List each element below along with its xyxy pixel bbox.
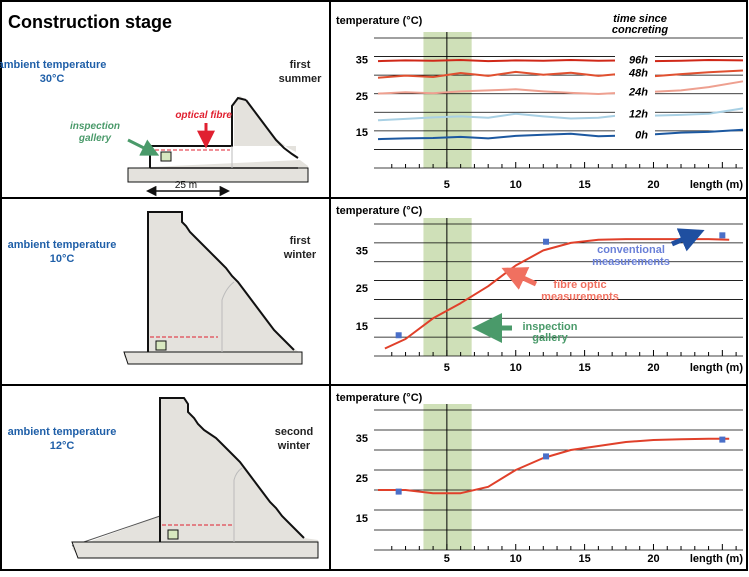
ambient-temperature-value-3: 12°C: [50, 440, 75, 452]
conventional-point: [719, 232, 726, 239]
fibre-optic-label-2: measurements: [541, 291, 619, 303]
chart-1-x-tick-label: 10: [510, 179, 522, 191]
season-label-2a: first: [290, 235, 311, 247]
season-label-1b: summer: [279, 73, 323, 85]
optical-fibre-label: optical fibre: [175, 110, 232, 121]
season-label-3a: second: [275, 426, 314, 438]
conventional-point: [719, 436, 726, 443]
season-label-1a: first: [290, 59, 311, 71]
conventional-point: [395, 488, 402, 495]
chart-1-y-tick-label: 35: [356, 55, 368, 67]
series-label-24h: 24h: [628, 87, 648, 99]
chart-1-xlabel: length (m): [690, 179, 743, 191]
chart-1-x-tick-label: 5: [444, 179, 450, 191]
series-label-12h: 12h: [629, 109, 648, 121]
chart-2-series-line: [384, 238, 730, 350]
inspection-gallery-label-2b: gallery: [532, 332, 568, 344]
conventional-label-1: conventional: [597, 244, 665, 256]
chart-3-ylabel: temperature (°C): [336, 392, 423, 404]
dam-cross-section-3: [71, 397, 319, 559]
dam-cross-section-2: [123, 211, 303, 365]
chart-1-x-tick-label: 20: [647, 179, 659, 191]
series-label-96h: 96h: [629, 54, 648, 66]
fibre-optic-arrow: [501, 267, 538, 290]
conventional-label-2: measurements: [592, 256, 670, 268]
chart-2-x-tick-label: 5: [444, 362, 450, 374]
fibre-optic-label-1: fibre optic: [553, 279, 606, 291]
season-label-2b: winter: [283, 249, 317, 261]
chart-2-x-tick-label: 10: [510, 362, 522, 374]
chart-1-y-tick-label: 15: [356, 127, 368, 139]
chart-1-ylabel: temperature (°C): [336, 15, 423, 27]
inspection-gallery-arrow-1: [127, 138, 160, 156]
series-label-bg: [615, 65, 655, 79]
chart-1-x-tick-label: 15: [578, 179, 590, 191]
chart-2-ylabel: temperature (°C): [336, 205, 423, 217]
chart-1-series-line: [377, 80, 744, 95]
season-label-3b: winter: [277, 440, 311, 452]
chart-1-y-tick-label: 25: [356, 91, 368, 103]
page-title: Construction stage: [8, 12, 172, 32]
series-label-bg: [615, 84, 655, 98]
inspection-gallery-band-1: [423, 32, 472, 168]
chart-2-x-tick-label: 15: [578, 362, 590, 374]
chart-1-series-line: [377, 128, 744, 141]
series-label-bg: [615, 52, 655, 66]
series-label-0h: 0h: [635, 130, 648, 142]
conventional-point: [543, 453, 550, 460]
inspection-gallery-label-1b: gallery: [78, 133, 112, 144]
conventional-point: [543, 238, 550, 245]
conventional-point: [395, 332, 402, 339]
chart-3-x-tick-label: 5: [444, 553, 450, 565]
inspection-gallery-label-1a: inspection: [70, 121, 120, 132]
chart-2-x-tick-label: 20: [647, 362, 659, 374]
chart-2-xlabel: length (m): [690, 362, 743, 374]
chart-3-series-line: [378, 437, 730, 495]
chart-3-y-tick-label: 15: [356, 513, 368, 525]
chart-2-y-tick-label: 25: [356, 283, 368, 295]
chart-1-series-line: [377, 59, 744, 63]
ambient-temperature-label-3: ambient temperature: [8, 426, 117, 438]
ambient-temperature-value-2: 10°C: [50, 253, 75, 265]
chart-3-x-tick-label: 20: [647, 553, 659, 565]
chart-3-x-tick-label: 10: [510, 553, 522, 565]
ambient-temperature-label-2: ambient temperature: [8, 239, 117, 251]
legend-title-1: time since: [613, 13, 667, 25]
chart-3-y-tick-label: 25: [356, 473, 368, 485]
chart-2-y-tick-label: 35: [356, 245, 368, 257]
series-label-bg: [615, 127, 655, 141]
conventional-arrow: [671, 228, 705, 252]
chart-1-series-line: [377, 107, 744, 122]
inspection-gallery-band-3: [423, 404, 472, 550]
scale-label: 25 m: [175, 180, 197, 191]
chart-3-x-tick-label: 15: [578, 553, 590, 565]
chart-3-xlabel: length (m): [690, 553, 743, 565]
ambient-temperature-label-1: ambient temperature: [0, 59, 106, 71]
inspection-gallery-band-2: [423, 218, 472, 356]
ambient-temperature-value-1: 30°C: [40, 73, 65, 85]
chart-3-y-tick-label: 35: [356, 433, 368, 445]
legend-title-2: concreting: [612, 24, 669, 36]
dam-cross-section-1: [127, 96, 309, 183]
inspection-gallery-label-2a: inspection: [522, 321, 577, 333]
series-label-48h: 48h: [628, 67, 648, 79]
series-label-bg: [615, 106, 655, 120]
chart-1-series-line: [377, 69, 744, 79]
chart-2-y-tick-label: 15: [356, 321, 368, 333]
